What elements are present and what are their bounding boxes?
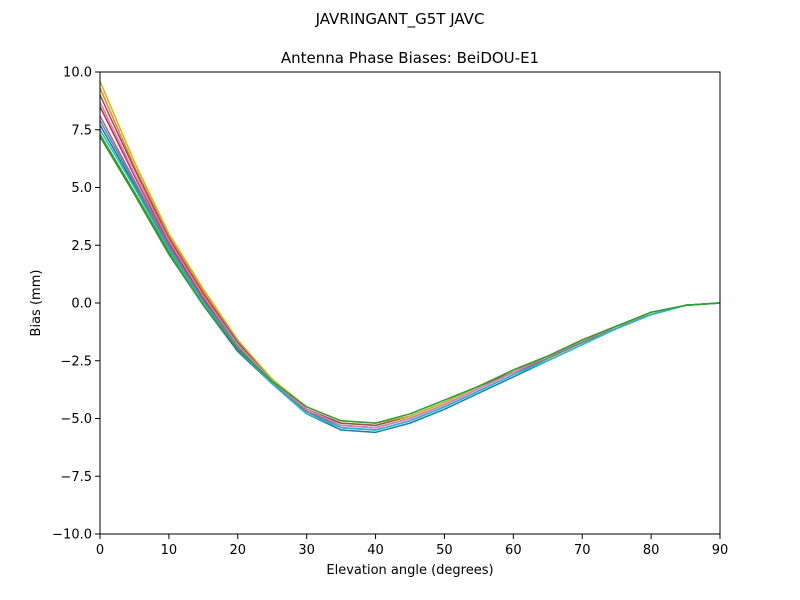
plot-frame	[99, 71, 721, 535]
x-axis: 0 10 20 30 40 50 60 70 80 90	[96, 534, 728, 558]
x-tick-label: 30	[298, 543, 315, 558]
x-tick-label: 90	[712, 543, 729, 558]
series-line-9	[99, 80, 721, 424]
y-tick-label: 0.0	[71, 297, 92, 312]
x-axis-label: Elevation angle (degrees)	[326, 563, 493, 578]
x-tick-label: 20	[230, 543, 247, 558]
series-line-10	[99, 129, 721, 431]
x-tick-label: 60	[505, 543, 522, 558]
chart-suptitle: JAVRINGANT_G5T JAVC	[315, 10, 485, 29]
x-tick-label: 0	[96, 543, 104, 558]
x-tick-label: 80	[643, 543, 660, 558]
series-line-6	[99, 94, 721, 427]
y-tick-label: −5.0	[60, 412, 92, 427]
x-tick-label: 50	[436, 543, 453, 558]
y-tick-label: 7.5	[71, 123, 92, 138]
y-tick-label: 2.5	[71, 239, 92, 254]
series-line-4	[99, 106, 721, 429]
x-tick-label: 70	[574, 543, 591, 558]
series-layer	[99, 80, 721, 434]
y-tick-label: 5.0	[71, 181, 92, 196]
y-tick-label: −7.5	[60, 470, 92, 485]
y-tick-label: −2.5	[60, 354, 92, 369]
chart-title: Antenna Phase Biases: BeiDOU-E1	[281, 49, 539, 67]
series-line-2	[99, 87, 721, 427]
y-tick-label: −10.0	[52, 528, 92, 543]
y-axis-label: Bias (mm)	[29, 270, 44, 337]
x-tick-label: 10	[161, 543, 178, 558]
x-tick-label: 40	[367, 543, 384, 558]
series-line-7	[99, 101, 721, 429]
series-line-11	[99, 136, 721, 424]
y-axis: 10.0 7.5 5.0 2.5 0.0 −2.5 −5.0 −7.5 −10.0	[52, 66, 100, 543]
y-tick-label: 10.0	[63, 66, 92, 81]
